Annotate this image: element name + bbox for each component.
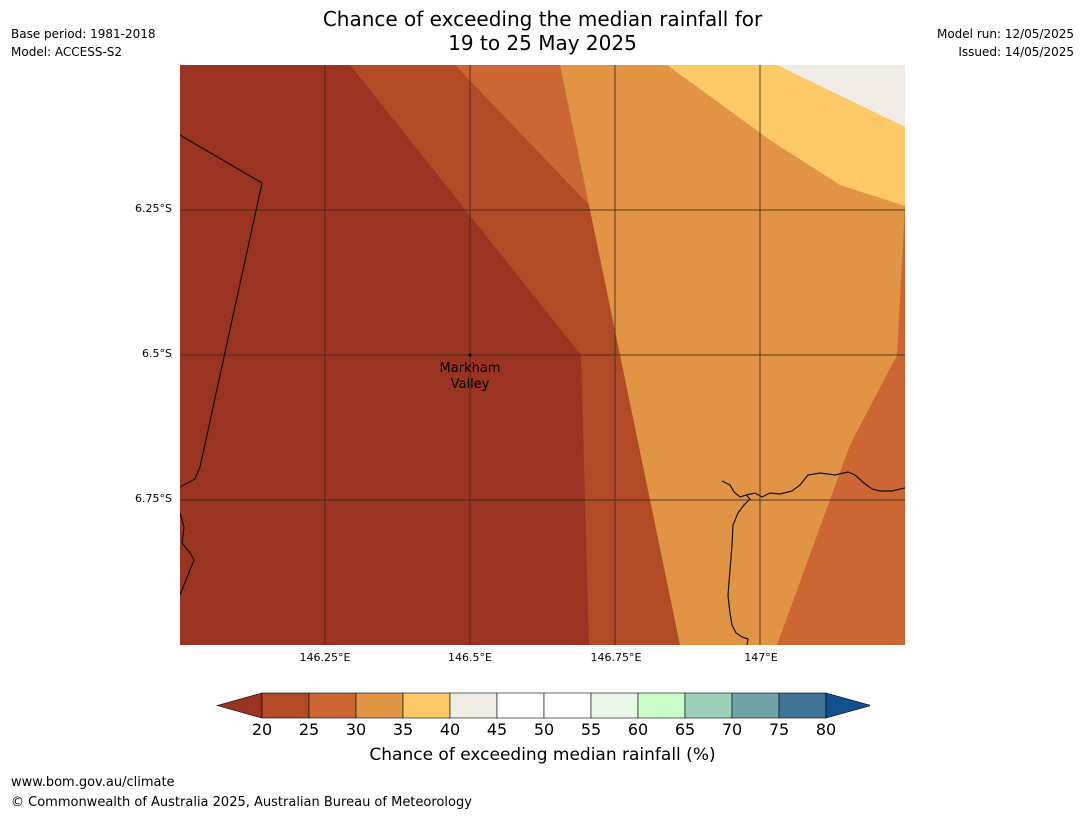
lat-label-6-75: 6.75°S — [135, 492, 172, 505]
colorbar-tick-label: 45 — [486, 720, 508, 739]
colorbar — [216, 692, 870, 719]
colorbar-tick-label: 30 — [345, 720, 367, 739]
colorbar-segment-25-30 — [308, 692, 357, 719]
colorbar-tick-label: 20 — [251, 720, 273, 739]
colorbar-segment-30-35 — [355, 692, 404, 719]
colorbar-segment-65-70 — [684, 692, 733, 719]
colorbar-tick-label: 65 — [674, 720, 696, 739]
colorbar-segment-40-45 — [449, 692, 498, 719]
header-meta-left: Base period: 1981-2018 Model: ACCESS-S2 — [11, 25, 156, 61]
colorbar-segment-60-65 — [637, 692, 686, 719]
lon-label-146-25: 146.25°E — [299, 651, 351, 664]
band-40-45 — [667, 65, 905, 206]
lon-label-147: 147°E — [744, 651, 778, 664]
footer-copyright: © Commonwealth of Australia 2025, Austra… — [11, 795, 472, 810]
colorbar-segment-75-80 — [778, 692, 827, 719]
colorbar-extension-high — [825, 692, 870, 719]
colorbar-extension-low — [216, 692, 263, 719]
colorbar-tick-label: 75 — [768, 720, 790, 739]
model-run-text: Model run: 12/05/2025 — [936, 27, 1074, 41]
colorbar-title: Chance of exceeding median rainfall (%) — [369, 745, 716, 765]
colorbar-tick-label: 70 — [721, 720, 743, 739]
colorbar-segment-50-55 — [543, 692, 592, 719]
title-line-1: Chance of exceeding the median rainfall … — [322, 7, 763, 31]
band-45-50 — [777, 65, 905, 127]
footer-url: www.bom.gov.au/climate — [11, 775, 175, 790]
coastline-gulf — [745, 471, 905, 498]
header-meta-right: Model run: 12/05/2025 Issued: 14/05/2025 — [937, 25, 1074, 61]
place-label-markham-valley: Markham Valley — [439, 361, 501, 392]
colorbar-segment-35-40 — [402, 692, 451, 719]
colorbar-tick-label: 40 — [439, 720, 461, 739]
map-canvas — [180, 65, 905, 645]
title-line-2: 19 to 25 May 2025 — [448, 31, 637, 55]
lon-label-146-75: 146.75°E — [590, 651, 642, 664]
colorbar-segment-20-25 — [261, 692, 310, 719]
model-text: Model: ACCESS-S2 — [11, 45, 123, 59]
markham-valley-marker — [468, 353, 472, 357]
colorbar-segment-45-50 — [496, 692, 545, 719]
lat-label-6-25: 6.25°S — [135, 202, 172, 215]
colorbar-tick-label: 35 — [392, 720, 414, 739]
coastline-east — [721, 480, 751, 645]
colorbar-segment-70-75 — [731, 692, 780, 719]
boundaries — [180, 134, 905, 645]
district-boundary — [180, 134, 263, 488]
forecast-map — [180, 65, 905, 645]
lon-label-146-5: 146.5°E — [448, 651, 492, 664]
lat-label-6-5: 6.5°S — [142, 347, 172, 360]
colorbar-tick-label: 80 — [815, 720, 837, 739]
colorbar-tick-label: 50 — [533, 720, 555, 739]
colorbar-tick-label: 60 — [627, 720, 649, 739]
colorbar-segments — [216, 692, 870, 719]
colorbar-segment-55-60 — [590, 692, 639, 719]
colorbar-tick-label: 55 — [580, 720, 602, 739]
river-boundary-west — [180, 512, 195, 596]
issued-text: Issued: 14/05/2025 — [958, 45, 1074, 59]
map-title: Chance of exceeding the median rainfall … — [0, 7, 1085, 55]
base-period-text: Base period: 1981-2018 — [11, 27, 156, 41]
colorbar-tick-label: 25 — [298, 720, 320, 739]
